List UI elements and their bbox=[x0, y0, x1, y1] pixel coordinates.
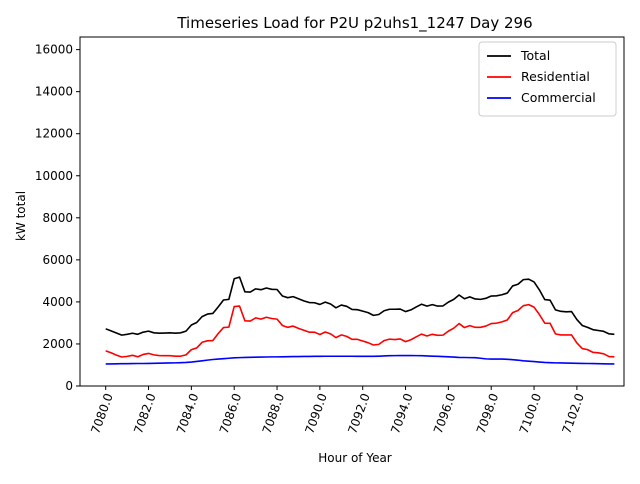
series-line-residential bbox=[105, 303, 615, 358]
x-tick-label: 7100.0 bbox=[517, 391, 545, 435]
legend-label-total: Total bbox=[520, 48, 550, 63]
x-tick-label: 7080.0 bbox=[88, 391, 116, 435]
y-tick-label: 4000 bbox=[42, 295, 73, 309]
series-line-commercial bbox=[105, 354, 615, 365]
x-tick-label: 7102.0 bbox=[559, 391, 587, 435]
y-tick-label: 2000 bbox=[42, 337, 73, 351]
y-tick-label: 12000 bbox=[35, 127, 73, 141]
y-axis-label: kW total bbox=[14, 191, 28, 241]
y-tick-label: 16000 bbox=[35, 43, 73, 57]
x-axis-ticks: 7080.0 7082.0 7084.0 7086.0 7088.0 7090.0 7092… bbox=[88, 386, 587, 436]
y-tick-label: 0 bbox=[65, 379, 73, 393]
x-tick-label: 7090.0 bbox=[302, 391, 330, 435]
y-axis-ticks: 0 2000 4000 6000 8000 10000 12000 14000 16000 bbox=[35, 43, 80, 393]
chart-legend: Total Residential Commercial bbox=[478, 41, 617, 117]
x-tick-label: 7092.0 bbox=[345, 391, 373, 435]
legend-label-commercial: Commercial bbox=[521, 90, 596, 105]
x-tick-label: 7082.0 bbox=[131, 391, 159, 435]
series-line-total bbox=[105, 276, 615, 336]
y-tick-label: 6000 bbox=[42, 253, 73, 267]
y-tick-label: 10000 bbox=[35, 169, 73, 183]
y-tick-label: 14000 bbox=[35, 85, 73, 99]
x-tick-label: 7096.0 bbox=[431, 391, 459, 435]
legend-label-residential: Residential bbox=[521, 69, 590, 84]
x-tick-label: 7086.0 bbox=[217, 391, 245, 435]
x-tick-label: 7084.0 bbox=[174, 391, 202, 435]
x-tick-label: 7098.0 bbox=[474, 391, 502, 435]
x-axis-label: Hour of Year bbox=[318, 451, 392, 465]
x-tick-label: 7094.0 bbox=[388, 391, 416, 435]
plot-lines bbox=[105, 276, 615, 365]
legend-box bbox=[478, 41, 617, 117]
y-tick-label: 8000 bbox=[42, 211, 73, 225]
chart-title: Timeseries Load for P2U p2uhs1_1247 Day … bbox=[176, 14, 532, 33]
x-tick-label: 7088.0 bbox=[260, 391, 288, 435]
plot-area-frame bbox=[79, 36, 625, 387]
